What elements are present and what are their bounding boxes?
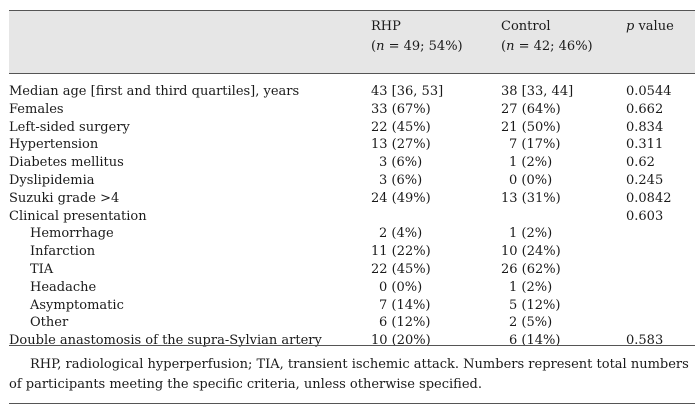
table-row: Suzuki grade >4 24 (49%) 13 (31%) 0.0842 (9, 190, 695, 208)
table-row: Infarction 11 (22%) 10 (24%) (9, 243, 695, 261)
header-control: Control (n = 42; 46%) (501, 17, 593, 57)
header-control-n: n (506, 39, 515, 54)
row-rhp-value: 11 (22%) (371, 244, 431, 260)
row-rhp-value: 2 (4%) (379, 226, 423, 242)
table-row: Hypertension 13 (27%) 7 (17%) 0.311 (9, 136, 695, 154)
row-control-value: 13 (31%) (501, 190, 561, 206)
row-label: Suzuki grade >4 (9, 190, 120, 206)
row-label: Hemorrhage (30, 226, 114, 242)
table-row: Hemorrhage 2 (4%) 1 (2%) (9, 225, 695, 243)
row-rhp-value: 24 (49%) (371, 190, 431, 206)
row-p-value: 0.311 (626, 137, 664, 153)
table-row: Females 33 (67%) 27 (64%) 0.662 (9, 101, 695, 119)
row-rhp-value: 13 (27%) (371, 137, 431, 153)
row-control-value: 6 (14%) (509, 333, 561, 349)
header-p-italic: p (626, 19, 635, 34)
header-rule (9, 73, 695, 74)
row-control-value: 26 (62%) (501, 261, 561, 277)
row-control-value: 10 (24%) (501, 244, 561, 260)
table-row: Dyslipidemia 3 (6%) 0 (0%) 0.245 (9, 172, 695, 190)
header-rhp-title: RHP (371, 19, 401, 34)
row-rhp-value: 3 (6%) (379, 172, 423, 188)
table-row: Median age [first and third quartiles], … (9, 83, 695, 101)
row-label: Headache (30, 279, 97, 295)
row-control-value: 1 (2%) (509, 279, 553, 295)
row-p-value: 0.62 (626, 155, 655, 171)
header-rhp-count-rest: = 49; 54%) (384, 39, 463, 54)
row-p-value: 0.0842 (626, 190, 672, 206)
row-p-value: 0.245 (626, 172, 664, 188)
row-label: Females (9, 101, 64, 117)
row-control-value: 21 (50%) (501, 119, 561, 135)
row-rhp-value: 3 (6%) (379, 155, 423, 171)
row-label: Left-sided surgery (9, 119, 130, 135)
header-rhp-n: n (376, 39, 385, 54)
table-row: Double anastomosis of the supra-Sylvian … (9, 332, 695, 350)
row-label: Dyslipidemia (9, 172, 95, 188)
header-rhp: RHP (n = 49; 54%) (371, 17, 463, 57)
row-control-value: 1 (2%) (509, 155, 553, 171)
row-label: Diabetes mellitus (9, 155, 124, 171)
row-control-value: 7 (17%) (509, 137, 561, 153)
row-control-value: 1 (2%) (509, 226, 553, 242)
header-control-count: (n = 42; 46%) (501, 39, 593, 54)
row-p-value: 0.662 (626, 101, 664, 117)
header-band (9, 11, 695, 73)
table-row: Other 6 (12%) 2 (5%) (9, 314, 695, 332)
row-label: Other (30, 315, 69, 331)
row-p-value: 0.834 (626, 119, 664, 135)
row-label: TIA (30, 261, 54, 277)
row-p-value: 0.583 (626, 333, 664, 349)
row-control-value: 38 [33, 44] (501, 84, 574, 99)
table-body: Median age [first and third quartiles], … (9, 83, 695, 350)
table-row: Clinical presentation 0.603 (9, 208, 695, 226)
row-rhp-value: 22 (45%) (371, 261, 431, 277)
table-row: Asymptomatic 7 (14%) 5 (12%) (9, 297, 695, 315)
row-label: Double anastomosis of the supra-Sylvian … (9, 333, 322, 349)
row-control-value: 5 (12%) (509, 297, 561, 313)
row-label: Asymptomatic (30, 297, 124, 313)
table-row: Headache 0 (0%) 1 (2%) (9, 279, 695, 297)
row-label: Clinical presentation (9, 208, 147, 224)
row-rhp-value: 7 (14%) (379, 297, 431, 313)
header-control-count-rest: = 42; 46%) (514, 39, 593, 54)
header-control-title: Control (501, 19, 551, 34)
row-label: Infarction (30, 244, 96, 260)
row-control-value: 2 (5%) (509, 315, 553, 331)
row-label: Median age [first and third quartiles], … (9, 84, 300, 99)
row-rhp-value: 43 [36, 53] (371, 84, 444, 99)
row-control-value: 0 (0%) (509, 172, 553, 188)
table-footnote: RHP, radiological hyperperfusion; TIA, t… (9, 357, 689, 392)
row-p-value: 0.603 (626, 208, 664, 224)
table-row: Diabetes mellitus 3 (6%) 1 (2%) 0.62 (9, 154, 695, 172)
table-row: Left-sided surgery 22 (45%) 21 (50%) 0.834 (9, 119, 695, 137)
row-rhp-value: 0 (0%) (379, 279, 423, 295)
header-p-rest: value (634, 19, 674, 34)
table-row: TIA 22 (45%) 26 (62%) (9, 261, 695, 279)
row-rhp-value: 6 (12%) (379, 315, 431, 331)
row-control-value: 27 (64%) (501, 101, 561, 117)
row-rhp-value: 33 (67%) (371, 101, 431, 117)
row-p-value: 0.0544 (626, 84, 672, 99)
row-label: Hypertension (9, 137, 99, 153)
bottom-rule (9, 403, 695, 404)
header-p-value: p value (626, 17, 674, 37)
row-rhp-value: 10 (20%) (371, 333, 431, 349)
top-rule (9, 10, 695, 11)
footnote-rule (9, 345, 695, 346)
header-rhp-count: (n = 49; 54%) (371, 39, 463, 54)
row-rhp-value: 22 (45%) (371, 119, 431, 135)
